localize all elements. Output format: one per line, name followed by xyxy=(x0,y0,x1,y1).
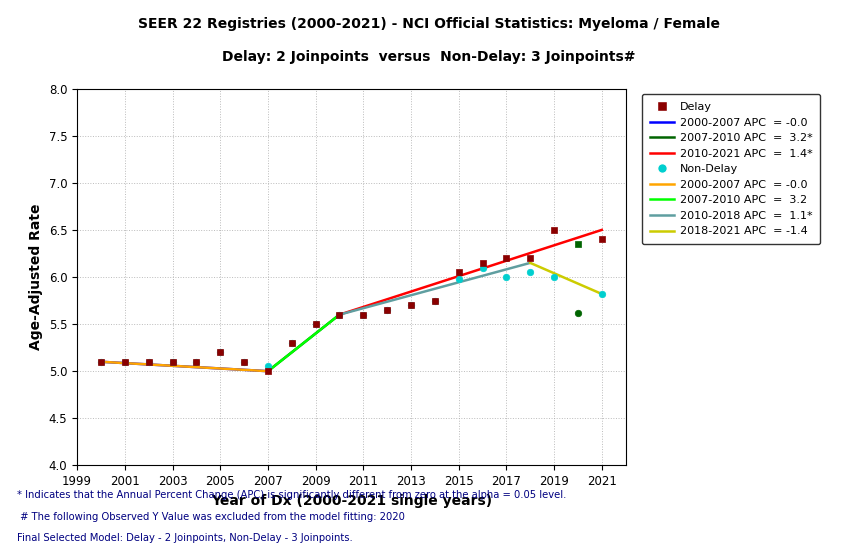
Point xyxy=(524,268,537,276)
Point xyxy=(189,357,203,366)
Text: Delay: 2 Joinpoints  versus  Non-Delay: 3 Joinpoints#: Delay: 2 Joinpoints versus Non-Delay: 3 … xyxy=(222,50,635,64)
Point xyxy=(213,348,227,357)
Point xyxy=(261,362,275,371)
Point xyxy=(524,254,537,263)
Text: SEER 22 Registries (2000-2021) - NCI Official Statistics: Myeloma / Female: SEER 22 Registries (2000-2021) - NCI Off… xyxy=(137,17,720,30)
Text: # The following Observed Y Value was excluded from the model fitting: 2020: # The following Observed Y Value was exc… xyxy=(17,512,405,522)
Point xyxy=(381,306,394,315)
Point xyxy=(309,320,322,329)
Point xyxy=(357,310,370,319)
Legend: Delay, 2000-2007 APC  = -0.0, 2007-2010 APC  =  3.2*, 2010-2021 APC  =  1.4*, No: Delay, 2000-2007 APC = -0.0, 2007-2010 A… xyxy=(642,94,820,244)
Point xyxy=(333,310,346,319)
Point xyxy=(165,357,179,366)
Point xyxy=(213,348,227,357)
Point xyxy=(94,357,108,366)
Point xyxy=(357,310,370,319)
Point xyxy=(452,268,465,276)
Point xyxy=(405,301,418,310)
Point xyxy=(165,357,179,366)
Point xyxy=(476,258,489,267)
Point xyxy=(94,357,108,366)
Point xyxy=(500,273,513,281)
Point xyxy=(500,254,513,263)
Y-axis label: Age-Adjusted Rate: Age-Adjusted Rate xyxy=(29,204,43,350)
Point xyxy=(571,240,584,249)
Point xyxy=(452,274,465,283)
Point xyxy=(548,225,561,234)
Point xyxy=(237,357,251,366)
Point xyxy=(309,320,322,329)
Point xyxy=(285,338,298,347)
Point xyxy=(141,357,155,366)
Point xyxy=(381,306,394,315)
Point xyxy=(261,367,275,376)
Point xyxy=(595,235,608,244)
Point xyxy=(405,301,418,310)
Point xyxy=(118,357,132,366)
Point xyxy=(118,357,132,366)
Point xyxy=(548,273,561,281)
Point xyxy=(571,309,584,317)
Point xyxy=(428,296,441,305)
X-axis label: Year of Dx (2000-2021 single years): Year of Dx (2000-2021 single years) xyxy=(211,494,492,507)
Point xyxy=(595,290,608,299)
Point xyxy=(428,296,441,305)
Point xyxy=(141,357,155,366)
Text: Final Selected Model: Delay - 2 Joinpoints, Non-Delay - 3 Joinpoints.: Final Selected Model: Delay - 2 Joinpoin… xyxy=(17,533,353,543)
Point xyxy=(476,263,489,272)
Point xyxy=(285,338,298,347)
Point xyxy=(189,357,203,366)
Point xyxy=(237,357,251,366)
Point xyxy=(333,310,346,319)
Text: * Indicates that the Annual Percent Change (APC) is significantly different from: * Indicates that the Annual Percent Chan… xyxy=(17,490,566,500)
